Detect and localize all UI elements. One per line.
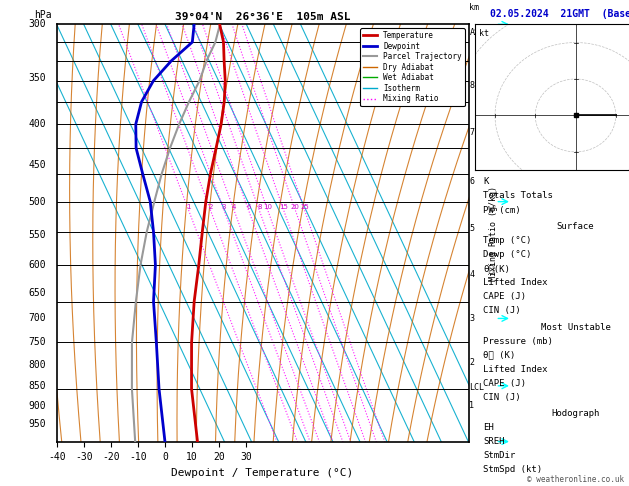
- Text: Surface: Surface: [557, 223, 594, 231]
- Text: 7: 7: [469, 128, 474, 137]
- Text: 600: 600: [29, 260, 47, 270]
- Text: 1: 1: [469, 401, 474, 410]
- Text: 900: 900: [29, 400, 47, 411]
- Text: 700: 700: [29, 313, 47, 324]
- Text: Dewp (°C): Dewp (°C): [483, 250, 532, 260]
- Text: 450: 450: [29, 160, 47, 170]
- Text: 850: 850: [29, 381, 47, 391]
- Text: 800: 800: [29, 360, 47, 370]
- Text: StmSpd (kt): StmSpd (kt): [483, 466, 542, 474]
- Text: CAPE (J): CAPE (J): [483, 379, 526, 388]
- Text: CIN (J): CIN (J): [483, 306, 521, 315]
- Text: 550: 550: [29, 230, 47, 240]
- Text: ASL: ASL: [469, 29, 484, 37]
- Text: 3: 3: [222, 205, 226, 210]
- Text: θᴇ (K): θᴇ (K): [483, 350, 515, 360]
- Text: Mixing Ratio (g/kg): Mixing Ratio (g/kg): [489, 186, 498, 281]
- Text: 6: 6: [247, 205, 251, 210]
- Text: Temp (°C): Temp (°C): [483, 236, 532, 245]
- Text: Lifted Index: Lifted Index: [483, 364, 547, 374]
- Legend: Temperature, Dewpoint, Parcel Trajectory, Dry Adiabat, Wet Adiabat, Isotherm, Mi: Temperature, Dewpoint, Parcel Trajectory…: [360, 28, 465, 106]
- Text: CAPE (J): CAPE (J): [483, 292, 526, 301]
- X-axis label: Dewpoint / Temperature (°C): Dewpoint / Temperature (°C): [172, 468, 353, 478]
- Text: 5: 5: [469, 224, 474, 233]
- Title: 39°04'N  26°36'E  105m ASL: 39°04'N 26°36'E 105m ASL: [175, 12, 350, 22]
- Text: 4: 4: [469, 270, 474, 278]
- Text: EH: EH: [483, 423, 494, 432]
- Text: Totals Totals: Totals Totals: [483, 191, 553, 200]
- Text: CIN (J): CIN (J): [483, 393, 521, 401]
- Text: 4: 4: [232, 205, 237, 210]
- Text: 950: 950: [29, 419, 47, 430]
- Text: Hodograph: Hodograph: [552, 409, 599, 418]
- Text: Pressure (mb): Pressure (mb): [483, 336, 553, 346]
- Text: 2: 2: [208, 205, 213, 210]
- Text: 500: 500: [29, 197, 47, 207]
- Text: 300: 300: [29, 19, 47, 29]
- Text: 25: 25: [300, 205, 309, 210]
- Text: StmDir: StmDir: [483, 451, 515, 460]
- Text: PW (cm): PW (cm): [483, 206, 521, 215]
- Text: 8: 8: [257, 205, 262, 210]
- Text: 400: 400: [29, 119, 47, 129]
- Text: 8: 8: [469, 81, 474, 90]
- Text: hPa: hPa: [34, 10, 52, 20]
- Text: K: K: [483, 177, 488, 186]
- Text: 02.05.2024  21GMT  (Base: 18): 02.05.2024 21GMT (Base: 18): [491, 9, 629, 19]
- Text: 1: 1: [186, 205, 191, 210]
- Text: SREH: SREH: [483, 437, 504, 446]
- Text: 750: 750: [29, 337, 47, 347]
- Text: θᴇ(K): θᴇ(K): [483, 264, 510, 273]
- Text: 20: 20: [291, 205, 300, 210]
- Text: kt: kt: [479, 29, 489, 38]
- Text: 15: 15: [279, 205, 288, 210]
- Text: Lifted Index: Lifted Index: [483, 278, 547, 287]
- Text: 350: 350: [29, 73, 47, 83]
- Text: Most Unstable: Most Unstable: [540, 323, 611, 331]
- Text: © weatheronline.co.uk: © weatheronline.co.uk: [527, 474, 624, 484]
- Text: 10: 10: [264, 205, 272, 210]
- Text: 3: 3: [469, 314, 474, 324]
- Text: 2: 2: [469, 358, 474, 367]
- Text: 650: 650: [29, 288, 47, 298]
- Text: LCL: LCL: [469, 383, 484, 392]
- Text: 6: 6: [469, 177, 474, 186]
- Text: km: km: [469, 3, 479, 12]
